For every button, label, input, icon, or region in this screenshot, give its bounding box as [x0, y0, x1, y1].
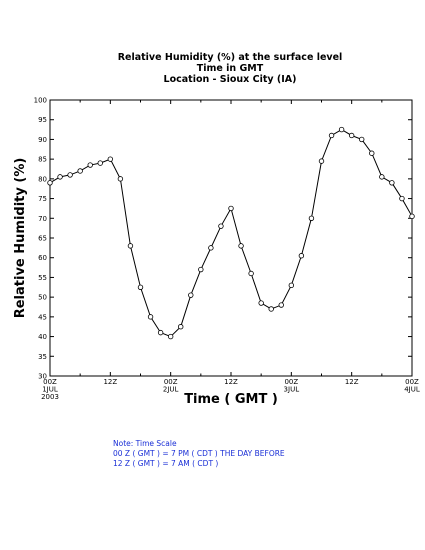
x-tick-label: 00Z 3JUL	[284, 378, 300, 394]
y-tick-label: 30	[38, 373, 47, 381]
data-point	[318, 158, 325, 164]
x-axis-label: Time ( GMT )	[184, 392, 278, 407]
data-point	[268, 306, 274, 312]
data-point	[258, 300, 264, 306]
data-point	[389, 180, 395, 186]
data-point	[137, 284, 144, 290]
x-tick-label: 00Z 2JUL	[163, 378, 179, 394]
data-point	[348, 132, 355, 139]
data-point	[97, 160, 103, 166]
data-point	[399, 195, 405, 202]
chart-title: Relative Humidity (%) at the surface lev…	[118, 52, 343, 85]
note-line-3: 12 Z ( GMT ) = 7 AM ( CDT )	[113, 459, 219, 468]
data-point	[157, 329, 164, 336]
y-tick-label: 45	[38, 313, 47, 321]
x-axis-ticks: 00Z 1JUL 2003 12Z 00Z 2JUL 12Z 00Z 3JUL 12Z 00Z 4JU…	[41, 100, 420, 401]
y-tick-label: 75	[38, 195, 47, 203]
y-tick-label: 100	[34, 97, 47, 105]
data-point	[248, 270, 254, 277]
data-point	[278, 302, 284, 308]
series-line	[49, 128, 413, 338]
y-tick-label: 40	[38, 333, 47, 341]
data-point	[218, 223, 224, 229]
y-axis-label: Relative Humidity (%)	[13, 158, 28, 319]
data-point	[167, 333, 174, 340]
y-tick-label: 65	[38, 235, 47, 243]
x-tick-label: 00Z 1JUL 2003	[41, 378, 59, 401]
data-point	[87, 162, 93, 168]
y-tick-label: 95	[38, 116, 47, 124]
y-tick-label: 60	[38, 254, 47, 262]
data-point	[328, 132, 335, 139]
data-point	[288, 282, 295, 289]
data-point	[77, 168, 83, 174]
y-tick-label: 35	[38, 353, 47, 361]
title-line-2: Time in GMT	[197, 63, 264, 74]
y-tick-label: 55	[38, 274, 47, 282]
data-point	[409, 213, 415, 220]
data-point	[208, 245, 214, 251]
data-point	[47, 180, 53, 186]
y-tick-label: 90	[38, 136, 47, 144]
y-tick-label: 80	[38, 175, 47, 183]
data-point	[338, 126, 345, 133]
data-point	[188, 292, 194, 298]
x-tick-label: 12Z	[103, 378, 117, 386]
x-tick-label: 12Z	[224, 378, 238, 386]
data-point	[379, 174, 385, 180]
y-axis-ticks: 30 35 40 45 50 55 60 65 70 75 80 85 90 95 100	[34, 97, 412, 381]
data-point	[198, 266, 204, 273]
data-point	[57, 174, 63, 180]
note-line-2: 00 Z ( GMT ) = 7 PM ( CDT ) THE DAY BEFO…	[113, 449, 285, 458]
data-point	[308, 215, 315, 221]
title-line-3: Location - Sioux City (IA)	[164, 74, 297, 85]
data-point	[127, 243, 134, 249]
series-layer	[47, 126, 415, 340]
data-point	[238, 243, 244, 249]
y-tick-label: 50	[38, 294, 47, 302]
data-point	[228, 205, 234, 212]
x-tick-label: 12Z	[345, 378, 359, 386]
data-point	[117, 176, 124, 182]
x-tick-label: 00Z 4JUL	[404, 378, 420, 394]
data-point	[178, 324, 184, 330]
plot-area-frame	[49, 99, 413, 377]
y-tick-label: 70	[38, 215, 47, 223]
data-point	[107, 156, 114, 162]
data-point	[359, 136, 365, 143]
title-line-1: Relative Humidity (%) at the surface lev…	[118, 52, 343, 63]
data-point	[369, 150, 375, 156]
y-tick-label: 85	[38, 156, 47, 164]
note-line-1: Note: Time Scale	[113, 439, 177, 448]
data-point	[147, 314, 154, 320]
data-point	[67, 172, 73, 178]
data-point	[298, 253, 305, 259]
